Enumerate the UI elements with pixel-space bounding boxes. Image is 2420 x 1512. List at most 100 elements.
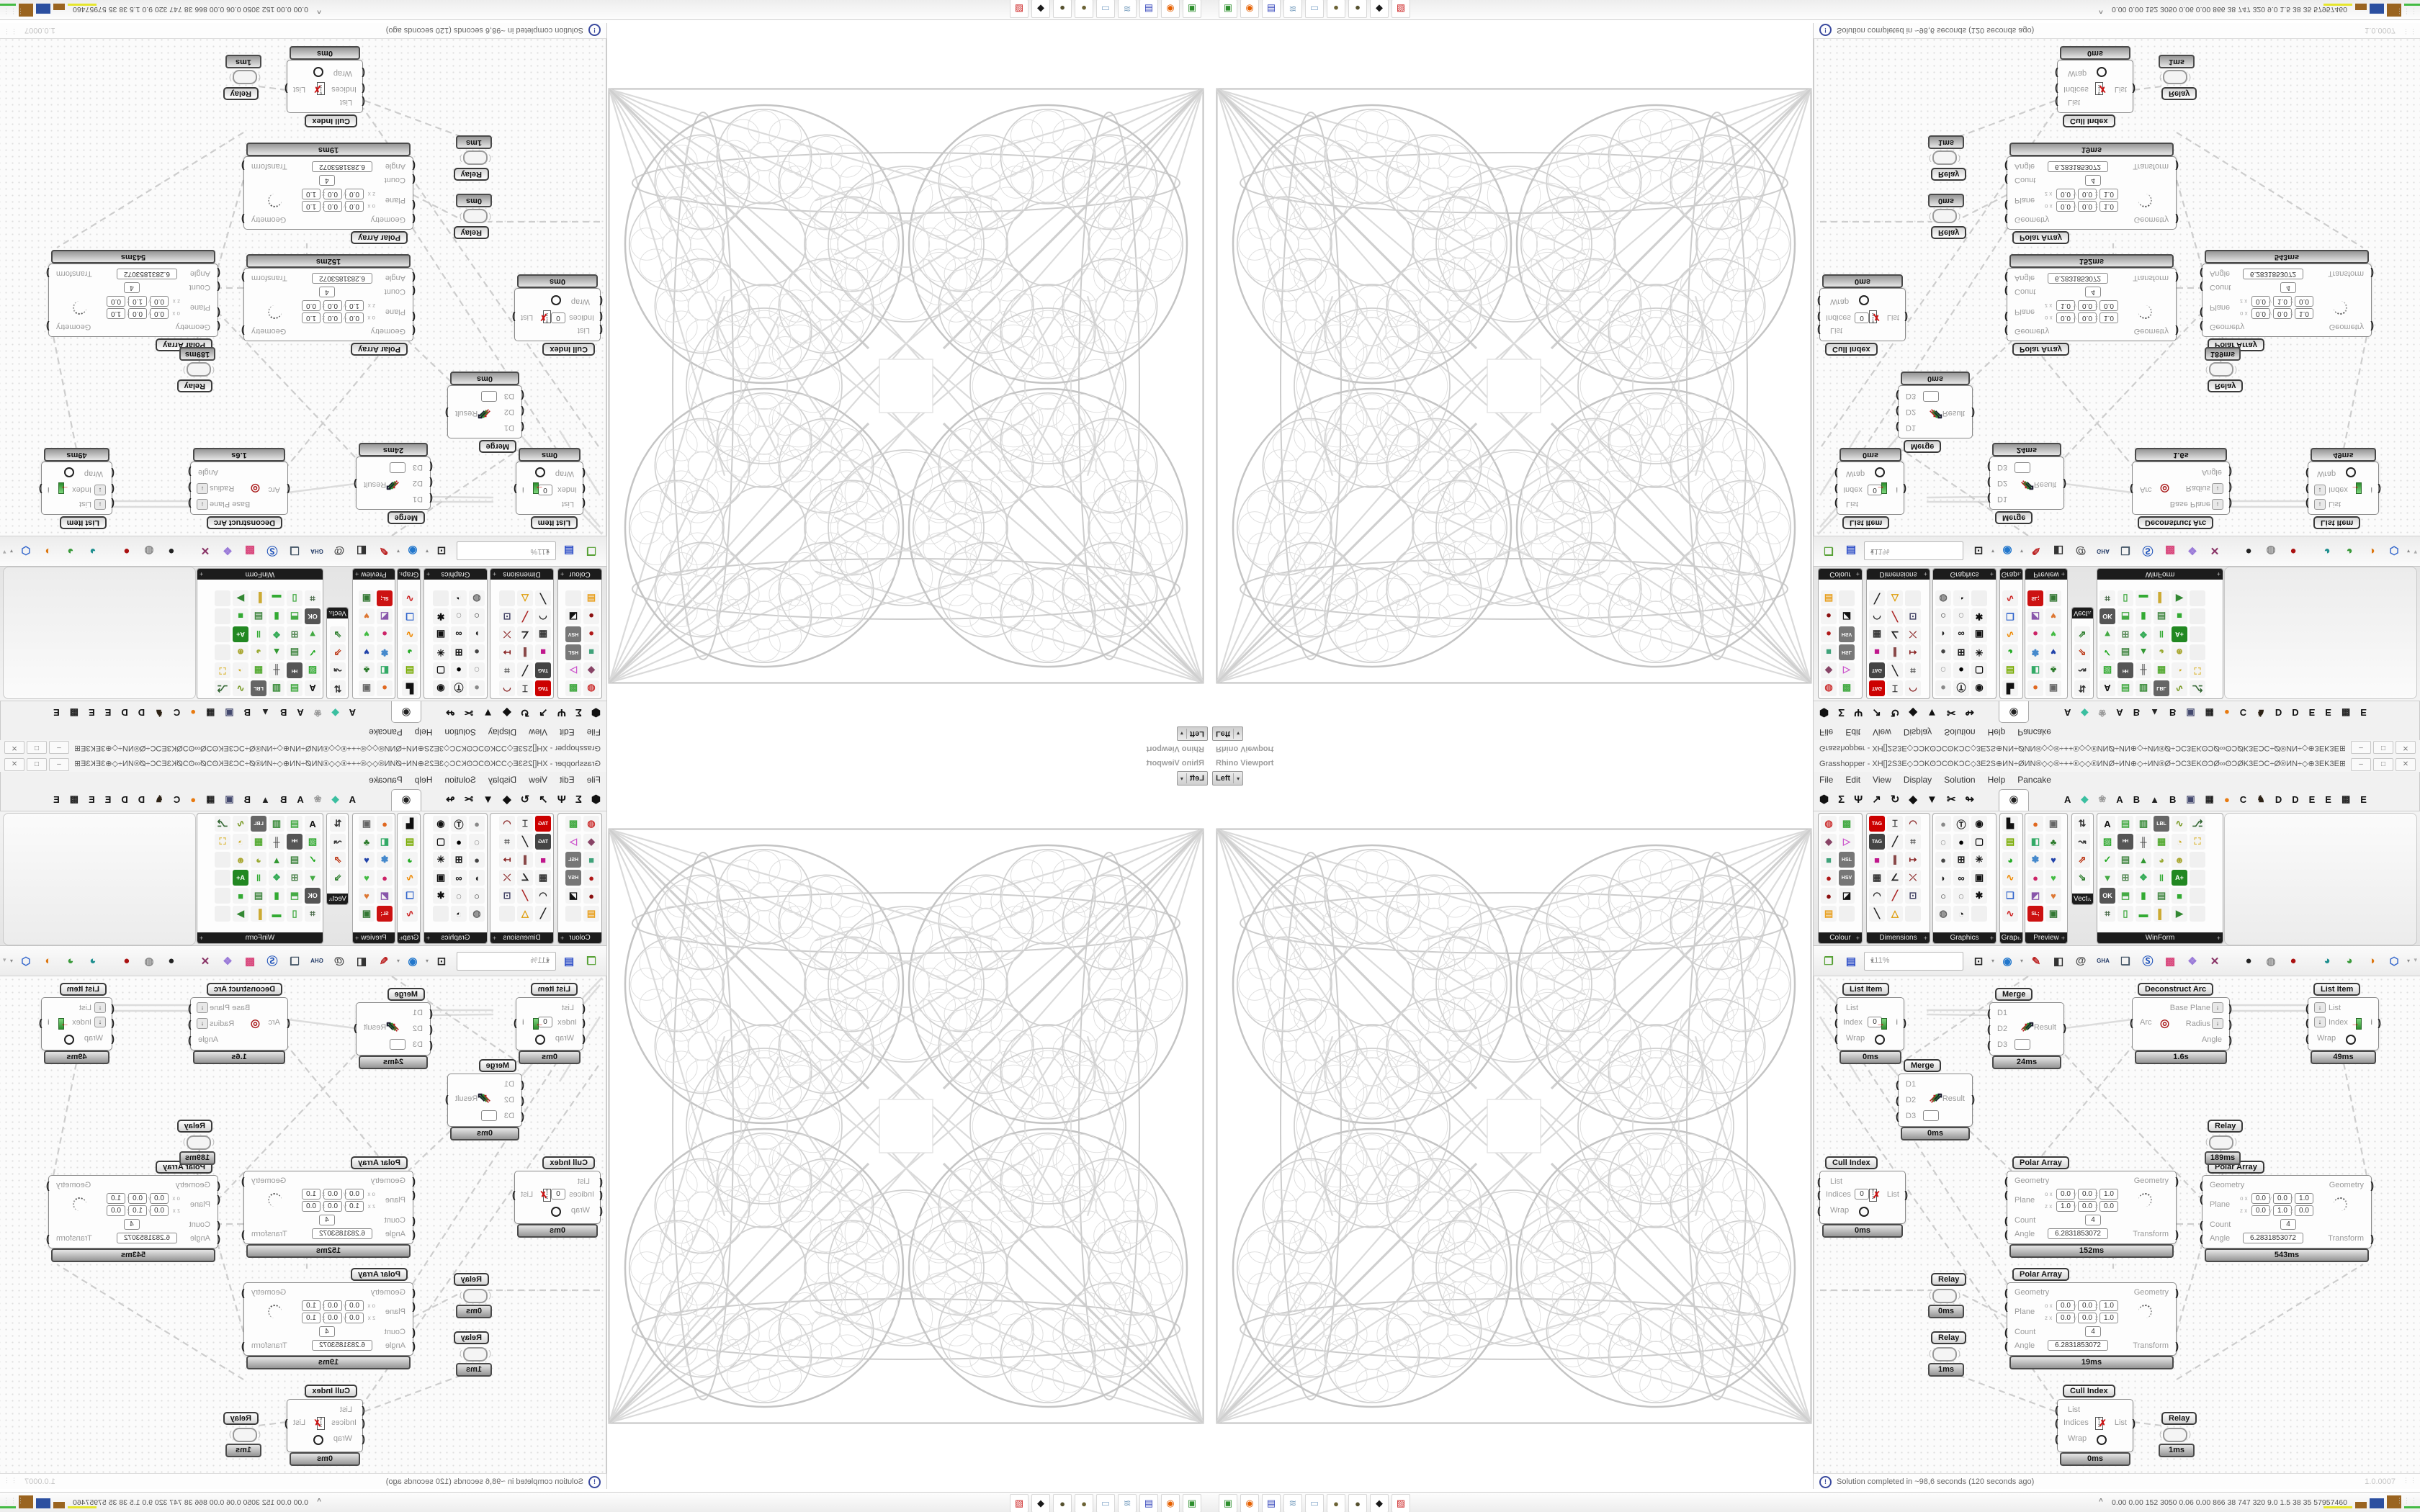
port-in[interactable]: (: [1817, 325, 1821, 336]
component-icon[interactable]: OK: [305, 888, 321, 904]
component-icon[interactable]: ▤: [2118, 852, 2133, 868]
plane-value[interactable]: 1.0: [2295, 1193, 2313, 1204]
tab-plugin-7[interactable]: ▣: [2186, 708, 2195, 719]
port-in[interactable]: (: [2004, 272, 2008, 284]
angle-value[interactable]: 6.2831853072: [117, 269, 177, 279]
plane-value[interactable]: 0.0: [2056, 312, 2075, 323]
component-icon[interactable]: Ⓣ: [451, 816, 467, 832]
plane-value[interactable]: 0.0: [323, 1201, 342, 1212]
panel-label-colour[interactable]: Colour +: [1819, 569, 1862, 580]
save-file-button[interactable]: ▤: [1845, 544, 1857, 557]
zoom-extents-button[interactable]: ⊡: [436, 544, 447, 557]
port-in[interactable]: (: [111, 498, 115, 510]
tab-plugin-1[interactable]: ◆: [2081, 708, 2089, 719]
tab-plugin-3[interactable]: A: [2116, 707, 2123, 719]
node-listitem[interactable]: (List(Index 0 → i)(Wrap: [514, 997, 586, 1050]
plane-value[interactable]: 0.0: [2078, 1313, 2097, 1323]
port-in[interactable]: (: [111, 1032, 115, 1044]
component-icon[interactable]: ▥: [269, 680, 284, 696]
node-label[interactable]: Polar Array: [351, 231, 408, 244]
node-merge[interactable]: (D1(D2(D3 ⇗ ⇗ ⇗ Result): [1987, 1002, 2066, 1056]
port-out[interactable]: ): [46, 1233, 50, 1244]
taskbar-notepad-icon[interactable]: ▭: [1305, 0, 1324, 18]
component-icon[interactable]: ∿: [402, 870, 418, 886]
panel-label-graphics[interactable]: Graphics +: [424, 569, 487, 580]
component-icon[interactable]: ↝: [2074, 662, 2090, 678]
component-icon[interactable]: [2190, 888, 2205, 904]
component-icon[interactable]: ⎇: [215, 816, 230, 832]
menu-pancake[interactable]: Pancake: [2017, 727, 2051, 737]
port-in[interactable]: (: [2200, 1219, 2203, 1230]
panel-expand-icon[interactable]: +: [2087, 609, 2091, 617]
select-teal-button[interactable]: ◕: [89, 955, 97, 967]
port-in[interactable]: (: [2004, 286, 2008, 297]
tab-surface[interactable]: ◆: [1909, 793, 1917, 806]
component-icon[interactable]: ▦: [2154, 834, 2169, 850]
plane-value[interactable]: 1.0: [302, 1313, 321, 1323]
panel-label-winform[interactable]: WinForm +: [197, 932, 323, 943]
panel-label-vect[interactable]: Vect.. +: [327, 608, 348, 618]
tab-plugin-4[interactable]: B: [2133, 793, 2141, 805]
component-icon[interactable]: ⇗: [2074, 644, 2090, 660]
node-label[interactable]: List Item: [530, 983, 578, 996]
component-icon[interactable]: ▢: [1971, 834, 1987, 850]
panel-label-graphics[interactable]: Graphics +: [1933, 569, 1996, 580]
component-icon[interactable]: ♥: [359, 888, 375, 904]
angle-value[interactable]: 6.2831853072: [2048, 161, 2108, 172]
plane-value[interactable]: 0.0: [2099, 300, 2118, 311]
exit-door-button[interactable]: ◧: [2053, 955, 2064, 968]
plane-value[interactable]: 0.0: [150, 296, 169, 307]
panel-expand-icon[interactable]: +: [400, 934, 404, 942]
port-out[interactable]: ): [2228, 498, 2232, 510]
component-icon[interactable]: ◉: [1971, 816, 1987, 832]
menu-view[interactable]: View: [1873, 727, 1891, 737]
component-icon[interactable]: [2190, 870, 2205, 886]
panel-label-winform[interactable]: WinForm +: [2097, 932, 2223, 943]
taskbar-notepad-icon[interactable]: ▭: [1305, 1494, 1324, 1512]
component-icon[interactable]: ⇅: [2074, 680, 2090, 696]
component-icon[interactable]: ◩: [377, 608, 393, 624]
component-icon[interactable]: ◠: [499, 816, 515, 832]
port-in[interactable]: (: [1817, 296, 1821, 307]
taskbar-sphere-dark-2-icon[interactable]: ●: [1348, 1494, 1367, 1512]
d3-value[interactable]: [2015, 462, 2030, 473]
angle-value[interactable]: 6.2831853072: [2243, 1233, 2303, 1243]
port-in[interactable]: (: [412, 325, 416, 337]
panel-expand-icon[interactable]: +: [493, 570, 497, 578]
sphere-orange-button[interactable]: ◑: [2368, 955, 2375, 967]
component-icon[interactable]: ◉: [433, 680, 449, 696]
node-cull[interactable]: (List(Indices 0 1 2 ✗ List)(Wrap: [284, 60, 365, 113]
preview-eye-button[interactable]: ◉: [408, 955, 418, 968]
node-polar[interactable]: (Geometry Geometry)(Plane o x 0.0 y 0.0 z 1.0 z …: [2004, 156, 2179, 230]
component-icon[interactable]: ⌶: [517, 680, 533, 696]
component-icon[interactable]: A+: [233, 870, 248, 886]
tab-plugin-13[interactable]: D: [121, 793, 128, 805]
port-in[interactable]: (: [1834, 484, 1838, 495]
port-in[interactable]: (: [111, 1017, 115, 1028]
plane-value[interactable]: 1.0: [2273, 296, 2292, 307]
component-icon[interactable]: ◧: [2027, 834, 2043, 850]
port-out[interactable]: ): [512, 1189, 516, 1200]
plane-value[interactable]: 1.0: [107, 308, 125, 319]
component-icon[interactable]: ◌: [1953, 888, 1969, 904]
component-icon[interactable]: ●: [377, 680, 393, 696]
port-out[interactable]: ): [354, 1022, 357, 1033]
panel-label-preview[interactable]: Preview +: [2025, 569, 2067, 580]
plane-value[interactable]: 0.0: [2078, 312, 2097, 323]
component-icon[interactable]: ▦: [535, 626, 551, 642]
tab-plugin-13[interactable]: D: [121, 707, 128, 719]
component-icon[interactable]: ♥: [2045, 644, 2061, 660]
port-in[interactable]: (: [582, 1017, 586, 1028]
gha-package-button[interactable]: GHA: [2097, 548, 2110, 554]
port-in[interactable]: (: [217, 1233, 220, 1244]
plane-value[interactable]: 0.0: [2078, 1189, 2097, 1200]
component-icon[interactable]: ◔: [451, 906, 467, 922]
component-icon[interactable]: ♥: [2045, 852, 2061, 868]
component-icon[interactable]: ◠: [1905, 680, 1921, 696]
tab-vector[interactable]: ↗: [539, 706, 548, 719]
plane-value[interactable]: 0.0: [323, 189, 342, 199]
tab-plugin-1[interactable]: ◆: [331, 793, 339, 804]
component-icon[interactable]: ■: [233, 888, 248, 904]
count-value[interactable]: 4: [319, 287, 335, 297]
panel-expand-icon[interactable]: +: [426, 570, 431, 578]
